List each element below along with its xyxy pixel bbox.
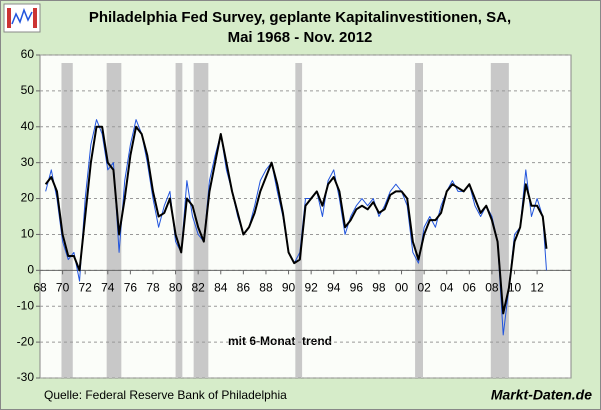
x-tick-label: 78 — [146, 281, 160, 295]
shaded-period — [61, 63, 73, 378]
shaded-period — [106, 63, 122, 378]
x-tick-label: 98 — [372, 281, 386, 295]
plot-area — [39, 54, 572, 379]
annotation: mit 6-Monatstrend — [228, 334, 332, 348]
x-tick-label: 82 — [191, 281, 205, 295]
x-tick-label: 10 — [508, 281, 522, 295]
x-tick-label: 00 — [395, 281, 409, 295]
y-tick-label: 60 — [21, 47, 35, 61]
x-tick-label: 80 — [169, 281, 183, 295]
x-tick-label: 92 — [304, 281, 318, 295]
y-tick-label: 20 — [21, 191, 35, 205]
series-line — [44, 125, 548, 315]
x-tick-label: 74 — [101, 281, 115, 295]
chart-subtitle: Mai 1968 - Nov. 2012 — [228, 29, 373, 46]
shaded-period — [490, 63, 509, 378]
x-tick-label: 84 — [214, 281, 228, 295]
shaded-period — [193, 63, 209, 378]
y-tick-label: -20 — [17, 334, 35, 348]
x-tick-label: 08 — [485, 281, 499, 295]
x-tick-label: 88 — [259, 281, 273, 295]
x-tick-label: 96 — [350, 281, 364, 295]
chart-title: Philadelphia Fed Survey, geplante Kapita… — [89, 9, 511, 26]
x-tick-label: 12 — [530, 281, 544, 295]
x-tick-label: 02 — [417, 281, 431, 295]
y-tick-label: 0 — [27, 263, 34, 277]
y-tick-label: 50 — [21, 83, 35, 97]
x-tick-label: 76 — [124, 281, 138, 295]
y-tick-label: 30 — [21, 155, 35, 169]
logo — [3, 3, 41, 33]
brand: Markt-Daten.de — [491, 387, 592, 403]
x-tick-label: 94 — [327, 281, 341, 295]
x-tick-label: 90 — [282, 281, 296, 295]
x-tick-label: 70 — [56, 281, 70, 295]
y-tick-label: -10 — [17, 298, 35, 312]
x-tick-label: 06 — [463, 281, 477, 295]
x-tick-label: 04 — [440, 281, 454, 295]
y-tick-label: 40 — [21, 119, 35, 133]
x-tick-label: 68 — [33, 281, 47, 295]
x-tick-label: 86 — [237, 281, 251, 295]
shaded-period — [295, 63, 303, 378]
source: Quelle: Federal Reserve Bank of Philadel… — [44, 388, 287, 402]
y-tick-label: 10 — [21, 227, 35, 241]
shaded-period — [175, 63, 183, 378]
y-tick-label: -30 — [17, 370, 35, 384]
x-tick-label: 72 — [79, 281, 93, 295]
shaded-period — [415, 63, 423, 378]
